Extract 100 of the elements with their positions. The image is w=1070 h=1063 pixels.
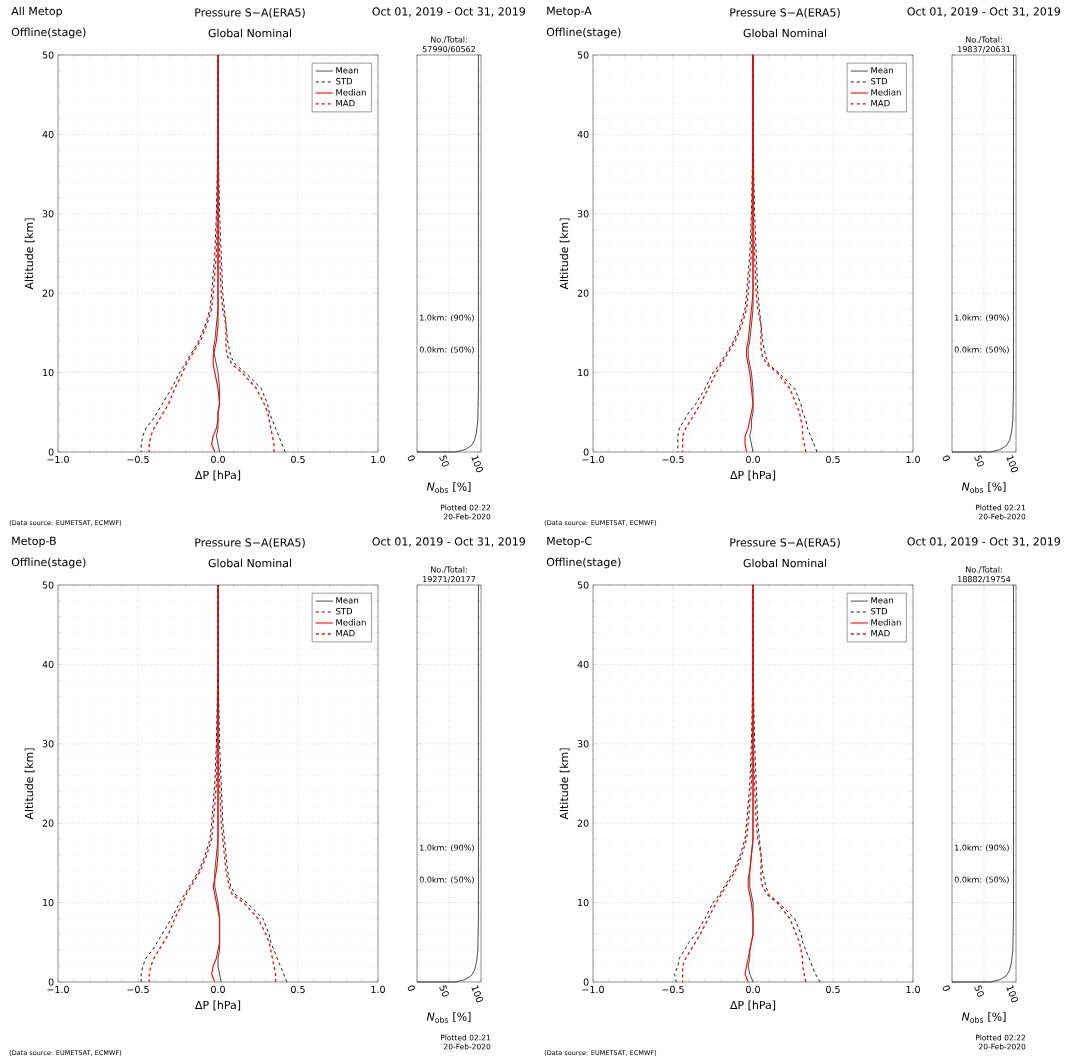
legend-label: Median — [871, 618, 901, 626]
text: Oct 01, 2019 - Oct 31, 2019 — [372, 7, 526, 17]
y-axis-title: Altitude [km] — [559, 748, 570, 820]
x-axis-title: N$_{obs}$ [%] — [426, 482, 471, 493]
y-tick-label: 40 — [577, 130, 589, 138]
x-tick-label: 0.5 — [826, 985, 840, 994]
x-tick-label: 100 — [471, 985, 483, 1003]
legend-label: STD — [871, 77, 888, 85]
legend-label: Mean — [336, 67, 358, 74]
x-tick-label: −0.5 — [662, 985, 684, 994]
y-tick-label: 30 — [42, 740, 54, 748]
y-tick-label: 40 — [42, 660, 54, 668]
x-axis-title: N$_{obs}$ [%] — [961, 482, 1006, 493]
x-tick-label: 50 — [974, 455, 984, 467]
y-tick-label: 50 — [577, 51, 589, 59]
x-tick-label: −0.5 — [127, 455, 149, 464]
y-tick-label: 30 — [42, 210, 54, 218]
y-tick-label: 0 — [583, 978, 589, 986]
x-tick-label: 1.0 — [906, 985, 920, 994]
x-tick-label: 100 — [1006, 985, 1018, 1003]
x-tick-label: 0.0 — [211, 455, 225, 464]
x-axis-title: ΔP [hPa] — [730, 470, 776, 481]
x-tick-label: 0 — [407, 455, 415, 461]
y-tick-label: 10 — [578, 899, 589, 907]
chart-title: No./Total: 57990/60562 — [422, 36, 475, 53]
text: Oct 01, 2019 - Oct 31, 2019 — [372, 537, 526, 547]
chart-title: Pressure S−A(ERA5) — [730, 538, 840, 548]
x-tick-label: 100 — [1006, 455, 1018, 473]
x-tick-label: −1.0 — [582, 985, 604, 994]
y-tick-label: 20 — [42, 819, 54, 827]
legend-label: Mean — [871, 67, 893, 74]
y-axis-title: Altitude [km] — [559, 218, 570, 290]
y-tick-label: 10 — [43, 899, 54, 907]
chart-subtitle: Global Nominal — [743, 28, 827, 38]
chart-subtitle: Global Nominal — [208, 558, 292, 568]
x-tick-label: 0.0 — [746, 455, 760, 464]
text: Offline(stage) — [11, 557, 86, 569]
y-axis-title: Altitude [km] — [24, 218, 35, 290]
x-tick-label: 0.5 — [291, 455, 305, 464]
y-tick-label: 50 — [42, 51, 54, 59]
y-tick-label: 0 — [48, 978, 54, 986]
y-tick-label: 0 — [583, 448, 589, 456]
legend-label: Mean — [871, 597, 893, 604]
text: All Metop — [11, 6, 63, 18]
x-tick-label: 1.0 — [371, 985, 385, 994]
text: Offline(stage) — [546, 557, 621, 569]
text: Offline(stage) — [546, 27, 621, 39]
x-tick-label: 0.5 — [291, 985, 305, 994]
chart-title: Pressure S−A(ERA5) — [195, 538, 305, 548]
annotation: 1.0km: (90%) — [955, 844, 1009, 852]
annotation: 0.0km: (50%) — [419, 346, 474, 354]
y-tick-label: 10 — [578, 368, 589, 377]
x-axis-title: ΔP [hPa] — [195, 1000, 241, 1011]
text: Metop-C — [547, 536, 592, 548]
y-tick-label: 10 — [43, 368, 54, 377]
text: Metop-B — [12, 536, 56, 548]
x-tick-label: 0 — [942, 455, 950, 461]
legend-label: STD — [871, 607, 888, 615]
chart-title: No./Total: 18882/19754 — [958, 566, 1011, 583]
x-tick-label: 1.0 — [906, 455, 920, 464]
x-tick-label: −1.0 — [582, 455, 604, 464]
y-tick-label: 20 — [42, 289, 54, 297]
y-tick-label: 40 — [577, 660, 589, 668]
y-tick-label: 20 — [577, 289, 589, 297]
x-tick-label: 0.0 — [746, 985, 760, 994]
chart-subtitle: Global Nominal — [743, 558, 827, 568]
chart-subtitle: Global Nominal — [208, 28, 292, 38]
x-tick-label: 0.5 — [826, 455, 840, 464]
x-axis-title: ΔP [hPa] — [730, 1000, 776, 1011]
x-tick-label: 0 — [407, 985, 415, 991]
y-tick-label: 0 — [48, 448, 54, 456]
x-tick-label: 100 — [471, 455, 483, 473]
x-tick-label: 1.0 — [371, 455, 385, 464]
legend-label: Median — [336, 618, 366, 626]
legend-label: MAD — [871, 630, 890, 637]
chart-title: No./Total: 19271/20177 — [423, 566, 476, 583]
legend-label: MAD — [871, 100, 890, 107]
annotation: 0.0km: (50%) — [954, 346, 1009, 354]
annotation: 1.0km: (90%) — [420, 314, 474, 322]
legend-label: Median — [871, 88, 901, 96]
x-tick-label: 50 — [439, 455, 449, 467]
x-axis-title: N$_{obs}$ [%] — [961, 1012, 1006, 1023]
y-tick-label: 20 — [577, 819, 589, 827]
text: Offline(stage) — [11, 27, 86, 39]
x-axis-title: ΔP [hPa] — [195, 470, 241, 481]
annotation: 1.0km: (90%) — [420, 844, 474, 852]
x-tick-label: −0.5 — [662, 455, 684, 464]
y-tick-label: 50 — [577, 581, 589, 589]
y-tick-label: 50 — [42, 581, 54, 589]
x-tick-label: 0 — [942, 985, 950, 991]
legend-label: Mean — [336, 597, 358, 604]
legend-label: STD — [336, 77, 353, 85]
text: Metop-A — [547, 6, 592, 18]
y-tick-label: 30 — [577, 210, 589, 218]
y-tick-label: 40 — [42, 130, 54, 138]
text: Oct 01, 2019 - Oct 31, 2019 — [907, 537, 1061, 547]
legend-label: MAD — [336, 630, 355, 637]
legend-label: STD — [336, 607, 353, 615]
legend-label: Median — [336, 88, 366, 96]
chart-title: Pressure S−A(ERA5) — [730, 8, 840, 18]
